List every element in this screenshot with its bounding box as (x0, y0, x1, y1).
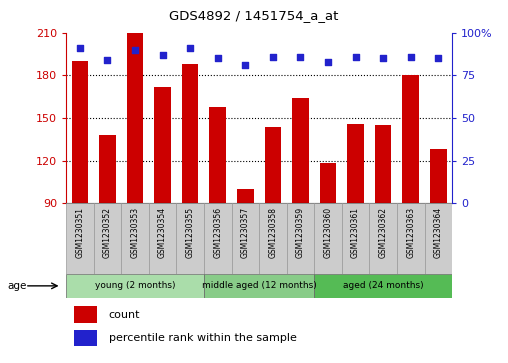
Bar (292, 98, 309, 203)
Bar (66, 203, 93, 274)
Bar (99, 135, 116, 203)
Text: GSM1230353: GSM1230353 (131, 207, 140, 258)
Bar (182, 64, 199, 203)
Bar (74, 306, 97, 323)
Text: middle aged (12 months): middle aged (12 months) (202, 281, 316, 290)
Bar (314, 203, 342, 274)
Text: GSM1230354: GSM1230354 (158, 207, 167, 258)
Text: percentile rank within the sample: percentile rank within the sample (109, 333, 296, 343)
Text: GSM1230361: GSM1230361 (351, 207, 360, 258)
Text: GSM1230364: GSM1230364 (434, 207, 443, 258)
Bar (209, 107, 226, 203)
Bar (204, 203, 232, 274)
Bar (287, 203, 314, 274)
Bar (259, 203, 287, 274)
Bar (320, 163, 336, 203)
Bar (126, 33, 143, 203)
Bar (369, 203, 397, 274)
Bar (232, 203, 259, 274)
Bar (93, 203, 121, 274)
Point (103, 57, 111, 63)
Point (241, 62, 249, 68)
Bar (347, 124, 364, 203)
Point (269, 54, 277, 60)
Point (296, 54, 304, 60)
Bar (265, 127, 281, 203)
Bar (74, 330, 97, 346)
Bar (72, 61, 88, 203)
Text: GSM1230352: GSM1230352 (103, 207, 112, 258)
Text: GDS4892 / 1451754_a_at: GDS4892 / 1451754_a_at (169, 9, 339, 22)
Text: GSM1230358: GSM1230358 (268, 207, 277, 258)
Point (131, 47, 139, 53)
Text: GSM1230351: GSM1230351 (75, 207, 84, 258)
Point (76, 45, 84, 51)
Point (214, 55, 222, 61)
Bar (149, 203, 176, 274)
Text: GSM1230359: GSM1230359 (296, 207, 305, 258)
Bar (121, 203, 149, 274)
Text: count: count (109, 310, 140, 319)
Text: GSM1230355: GSM1230355 (185, 207, 195, 258)
Text: GSM1230357: GSM1230357 (241, 207, 250, 258)
Bar (314, 274, 452, 298)
Text: GSM1230360: GSM1230360 (324, 207, 333, 258)
Bar (430, 149, 447, 203)
Text: GSM1230363: GSM1230363 (406, 207, 415, 258)
Point (407, 54, 415, 60)
Bar (176, 203, 204, 274)
Bar (425, 203, 452, 274)
Text: aged (24 months): aged (24 months) (343, 281, 424, 290)
Point (352, 54, 360, 60)
Bar (204, 274, 314, 298)
Bar (237, 189, 253, 203)
Point (379, 55, 387, 61)
Bar (397, 203, 425, 274)
Bar (342, 203, 369, 274)
Text: age: age (8, 281, 27, 291)
Point (186, 45, 194, 51)
Bar (66, 274, 204, 298)
Text: young (2 months): young (2 months) (94, 281, 175, 290)
Bar (375, 125, 392, 203)
Point (324, 59, 332, 65)
Point (434, 55, 442, 61)
Bar (402, 75, 419, 203)
Text: GSM1230356: GSM1230356 (213, 207, 222, 258)
Text: GSM1230362: GSM1230362 (378, 207, 388, 258)
Point (158, 52, 167, 58)
Bar (154, 87, 171, 203)
